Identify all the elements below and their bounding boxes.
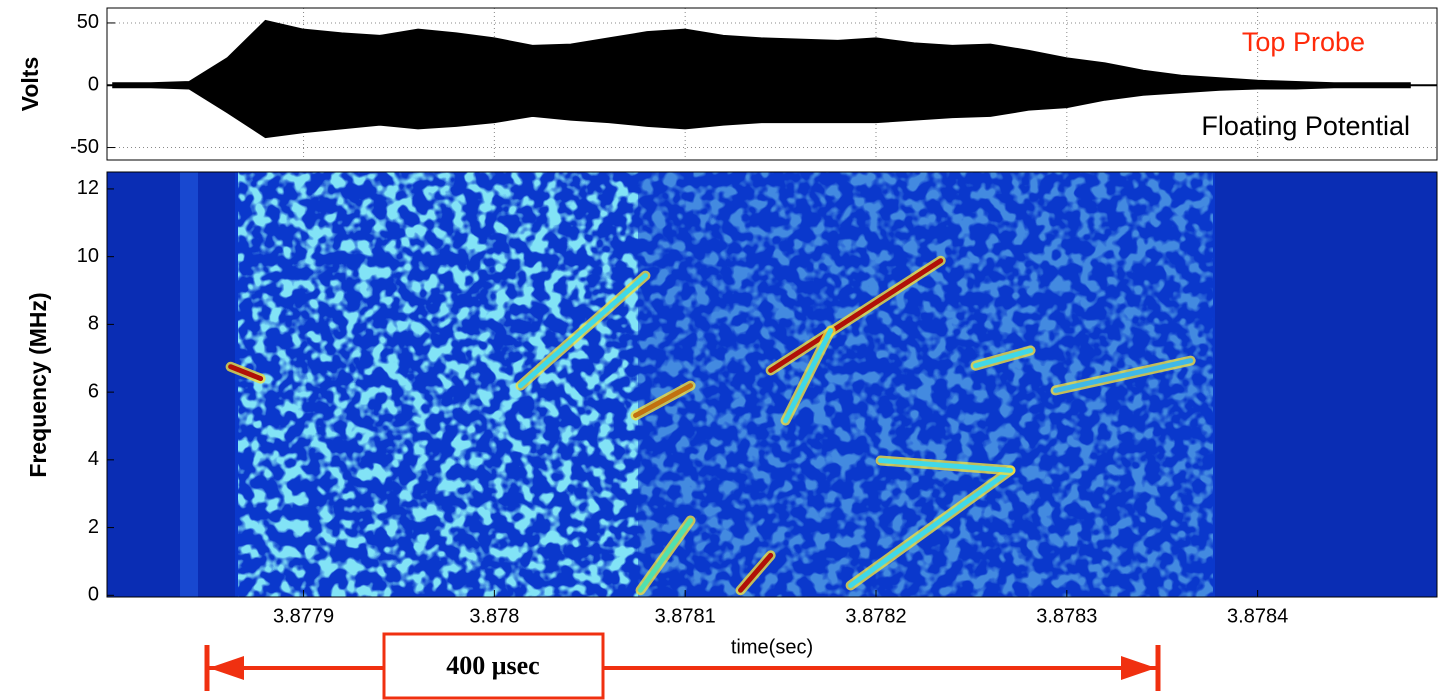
series-label: Floating Potential xyxy=(1201,111,1410,141)
y-tick-label: -50 xyxy=(70,136,99,158)
streak xyxy=(225,361,266,384)
x-tick-label: 3.8781 xyxy=(655,605,716,627)
series-label: Top Probe xyxy=(1242,27,1365,57)
streak xyxy=(875,455,1016,476)
streak-line xyxy=(638,517,694,593)
annotation-box xyxy=(382,632,605,700)
y-tick-label: 50 xyxy=(77,11,99,33)
y-axis-label: Volts xyxy=(17,57,43,112)
x-tick-label: 3.878 xyxy=(469,605,519,627)
y-tick-label: 10 xyxy=(77,245,99,267)
x-tick-label: 3.8784 xyxy=(1227,605,1288,627)
streak-line xyxy=(228,364,264,382)
x-axis-label: time(sec) xyxy=(731,636,813,658)
streak xyxy=(635,515,696,596)
streak xyxy=(1050,355,1196,396)
duration-arrow xyxy=(204,645,1161,691)
y-tick-label: 0 xyxy=(88,584,99,606)
streak-line xyxy=(1053,358,1194,393)
streak xyxy=(970,345,1036,371)
streak-line xyxy=(783,327,834,424)
streak xyxy=(630,380,696,421)
y-tick-label: 0 xyxy=(88,74,99,96)
x-tick-label: 3.8783 xyxy=(1036,605,1097,627)
streak xyxy=(735,550,776,596)
streak xyxy=(845,465,1016,591)
y-tick-label: 4 xyxy=(88,448,99,470)
streak-line xyxy=(848,467,1014,588)
streak xyxy=(780,325,836,426)
signal xyxy=(107,19,1437,139)
streak xyxy=(765,255,946,376)
spectrogram-frame xyxy=(106,171,1438,598)
streak-line xyxy=(518,273,648,389)
signal-envelope xyxy=(112,19,1411,86)
streak xyxy=(515,270,651,391)
y-tick-label: 2 xyxy=(88,516,99,538)
y-tick-label: 6 xyxy=(88,380,99,402)
annotation: 400 μsec xyxy=(446,651,539,680)
spectrogram-texture xyxy=(180,172,1215,597)
streak-line xyxy=(973,347,1034,369)
x-tick-label: 3.8782 xyxy=(845,605,906,627)
x-tick-label: 3.8779 xyxy=(273,605,334,627)
streak-line xyxy=(768,258,944,373)
streak-line xyxy=(878,458,1014,473)
streak-line xyxy=(738,552,774,593)
y-tick-label: 8 xyxy=(88,313,99,335)
top-frame xyxy=(106,7,1438,161)
streak-line xyxy=(633,383,694,418)
y-tick-label: 12 xyxy=(77,177,99,199)
signal-envelope xyxy=(112,84,1411,139)
y-axis-label: Frequency (MHz) xyxy=(25,292,51,477)
